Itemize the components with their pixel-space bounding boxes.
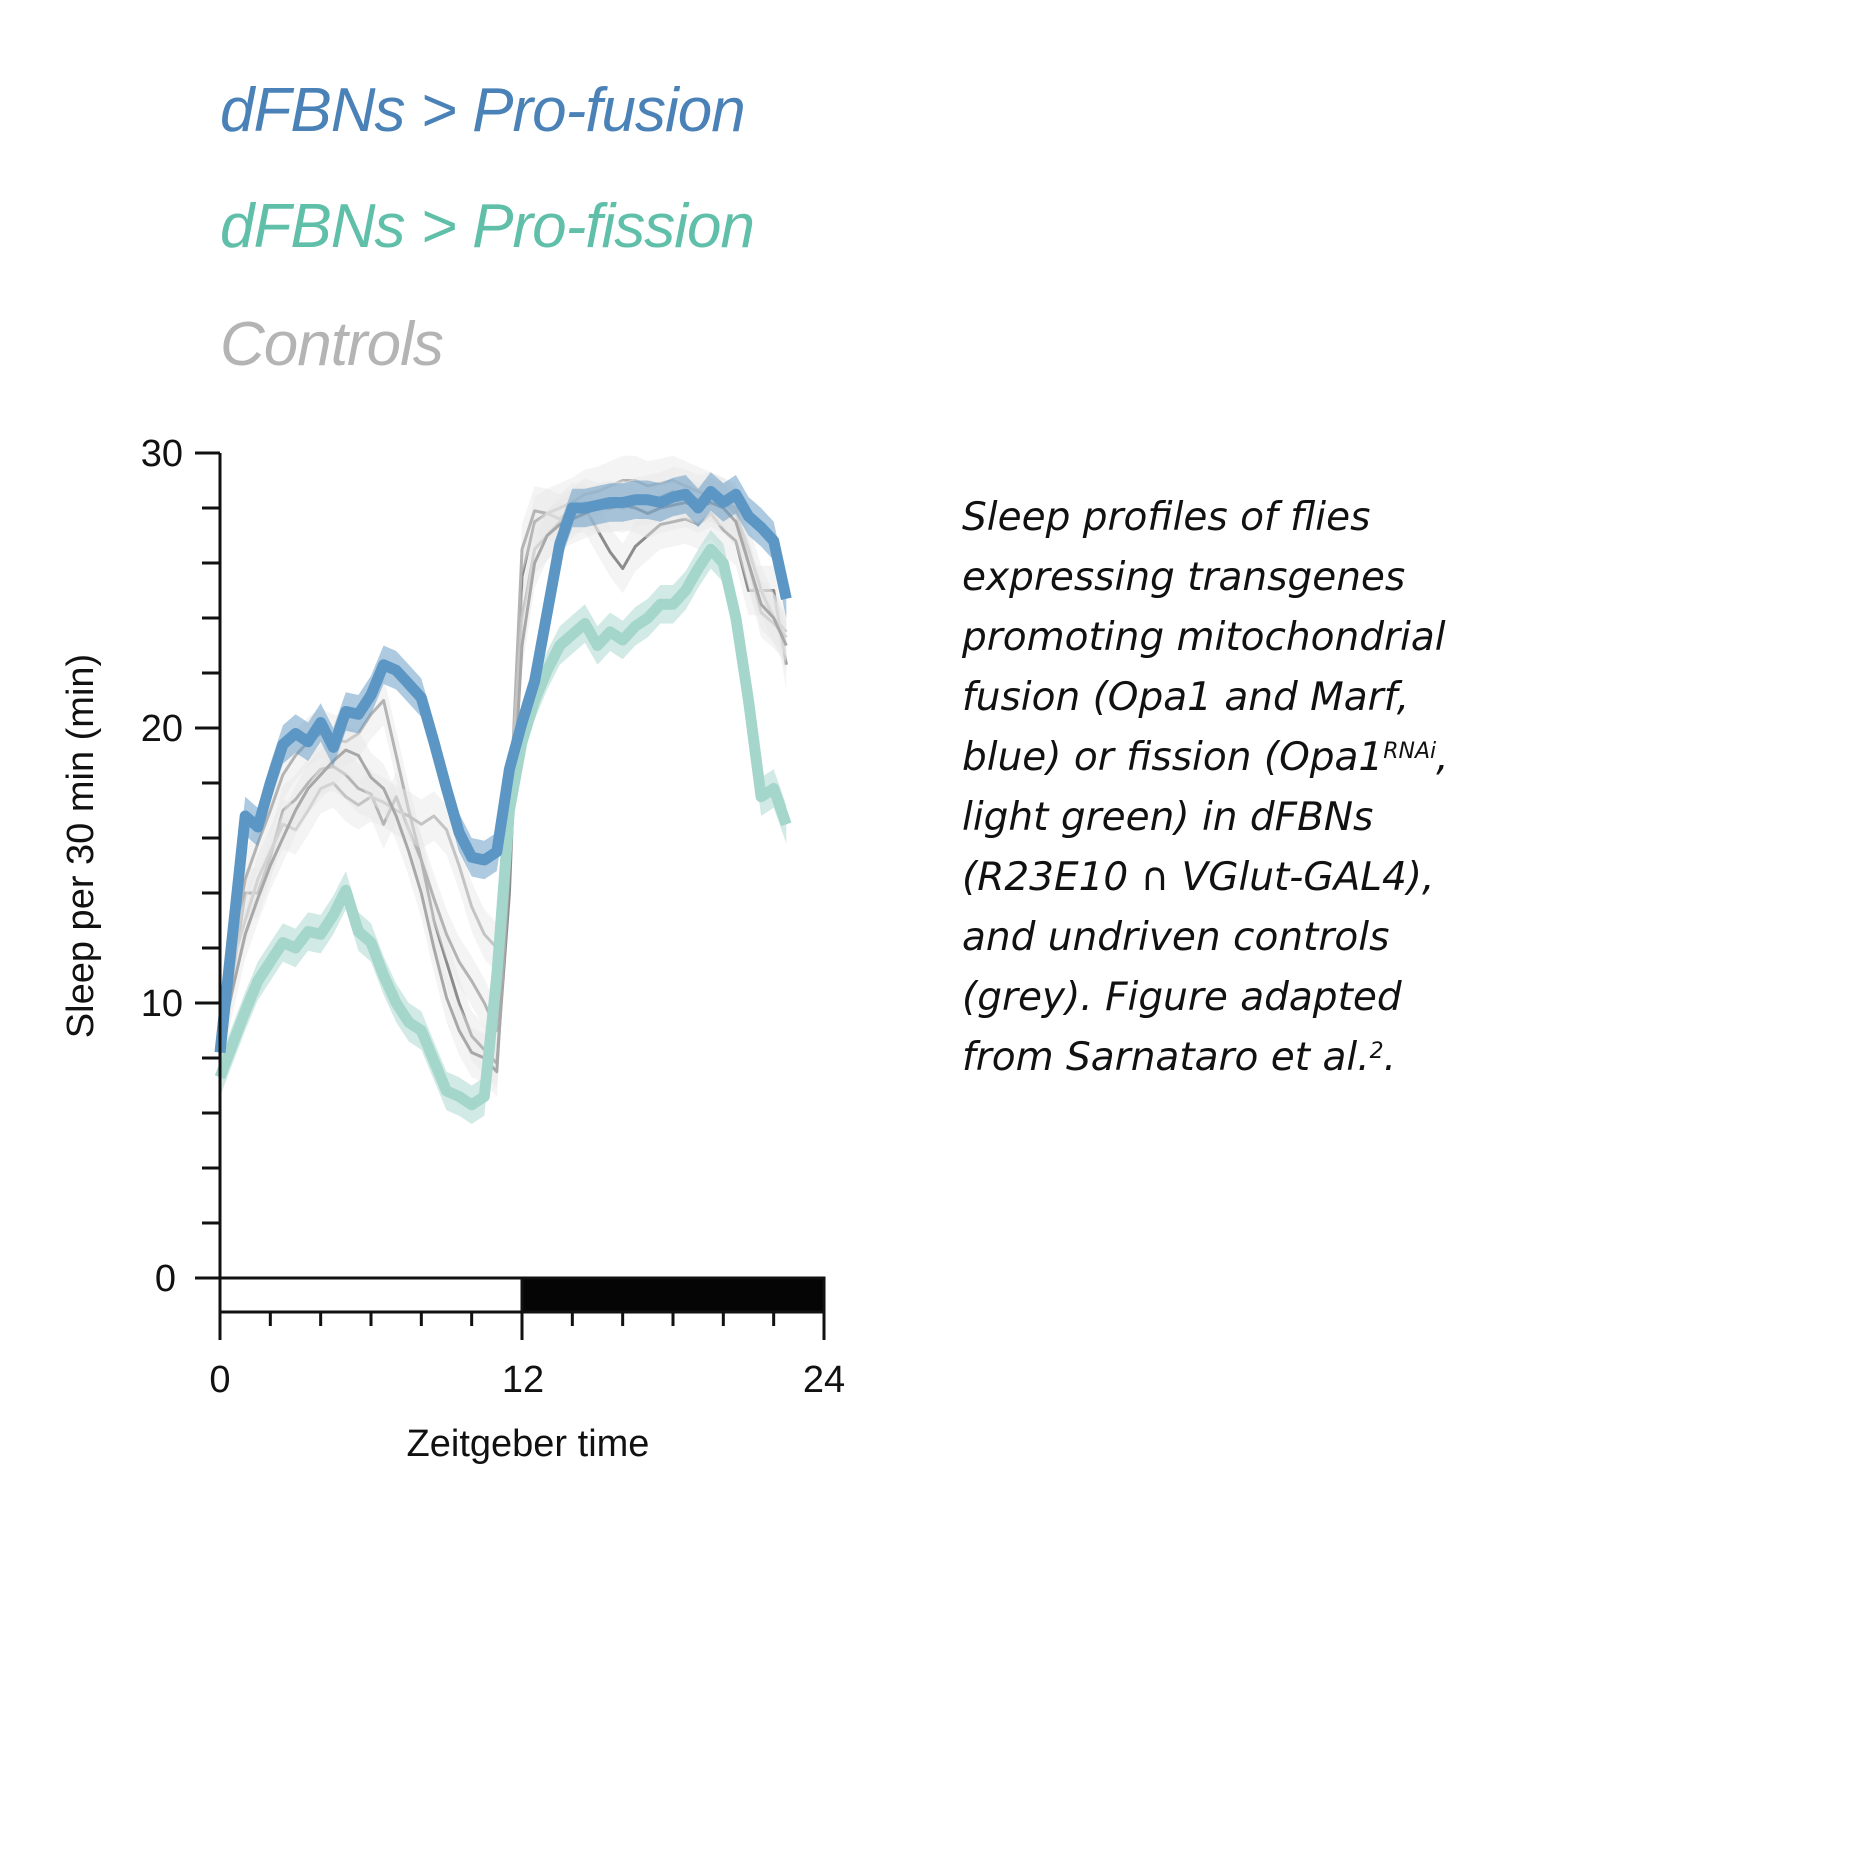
series-line-dfbns-pro-fusion	[214, 486, 792, 1054]
legend-pro-fission: dFBNs > Pro-fission	[220, 192, 755, 261]
caption-line: (R23E10 ∩ VGlut-GAL4),	[962, 855, 1435, 900]
y-tick-label-30: 30	[141, 433, 183, 475]
caption-line: promoting mitochondrial	[962, 615, 1446, 660]
x-tick-label-24: 24	[803, 1359, 845, 1401]
caption-line: (grey). Figure adapted	[962, 975, 1402, 1020]
caption-line: from Sarnataro et al.2.	[962, 1035, 1397, 1080]
x-tick-label-0: 0	[209, 1359, 230, 1401]
x-axis: 0 12 24 Zeitgeber time	[209, 1312, 845, 1465]
x-axis-label: Zeitgeber time	[407, 1423, 650, 1465]
y-axis: 30 20 10 0 Sleep per 30 min (min)	[60, 433, 222, 1340]
caption-line: and undriven controls	[962, 915, 1390, 960]
series-line-dfbns-pro-fission	[214, 543, 792, 1111]
series-layer	[214, 455, 792, 1124]
caption-line: blue) or fission (Opa1RNAi,	[962, 735, 1449, 780]
legend-controls: Controls	[220, 310, 444, 379]
figure-caption: Sleep profiles of flies expressing trans…	[962, 488, 1562, 1088]
y-tick-label-20: 20	[141, 708, 183, 750]
caption-line: fusion (Opa1 and Marf,	[962, 675, 1410, 720]
caption-line: light green) in dFBNs	[962, 795, 1374, 840]
dark-phase-bar	[520, 1276, 826, 1314]
y-axis-label: Sleep per 30 min (min)	[60, 654, 102, 1038]
y-tick-label-10: 10	[141, 983, 183, 1025]
caption-line: Sleep profiles of flies	[962, 495, 1371, 540]
y-tick-label-0: 0	[155, 1258, 176, 1300]
caption-line: expressing transgenes	[962, 555, 1406, 600]
light-phase-bar	[218, 1276, 524, 1314]
legend-pro-fusion: dFBNs > Pro-fusion	[220, 76, 746, 145]
light-dark-bar	[195, 1276, 826, 1314]
x-tick-label-12: 12	[502, 1359, 544, 1401]
